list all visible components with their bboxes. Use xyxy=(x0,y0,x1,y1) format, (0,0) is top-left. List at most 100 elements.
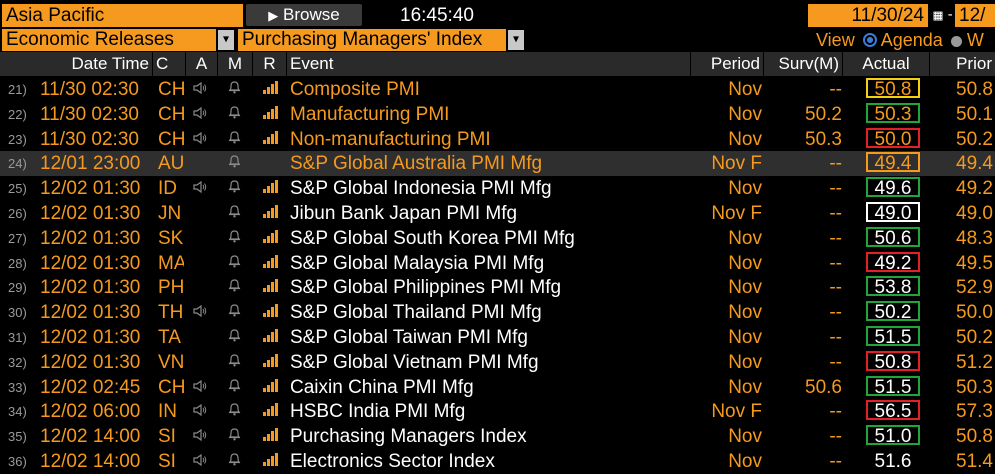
bell-icon[interactable] xyxy=(228,424,244,449)
bell-icon[interactable] xyxy=(228,399,244,424)
speaker-icon[interactable] xyxy=(193,77,209,102)
end-date-field[interactable]: 12/ xyxy=(955,4,995,27)
country-code[interactable]: CH xyxy=(158,103,184,125)
actual-cell: 51.5 xyxy=(860,375,926,400)
event-name[interactable]: S&P Global Philippines PMI Mfg xyxy=(290,277,562,299)
event-name[interactable]: S&P Global Vietnam PMI Mfg xyxy=(290,351,539,373)
browse-button[interactable]: ▶ Browse xyxy=(246,4,362,26)
country-code[interactable]: ID xyxy=(158,178,177,200)
event-name[interactable]: S&P Global Indonesia PMI Mfg xyxy=(290,178,552,200)
country-code[interactable]: SK xyxy=(158,227,184,249)
table-row[interactable]: 29) 12/02 01:30 PH S&P Global Philippines P… xyxy=(0,275,995,300)
bell-icon[interactable] xyxy=(228,201,244,226)
category-dropdown[interactable]: Economic Releases xyxy=(2,29,216,51)
calendar-icon[interactable]: ▦ xyxy=(933,6,943,24)
table-row[interactable]: 30) 12/02 01:30 TH S&P Global Thailand PMI … xyxy=(0,300,995,325)
start-date-field[interactable]: 11/30/24 xyxy=(808,4,928,27)
col-actual[interactable]: Actual xyxy=(843,52,930,76)
col-relevance[interactable]: R xyxy=(253,52,287,76)
bell-icon[interactable] xyxy=(228,449,244,474)
bell-icon[interactable] xyxy=(228,127,244,152)
actual-cell: 51.6 xyxy=(860,449,926,474)
country-code[interactable]: SI xyxy=(158,426,176,448)
country-code[interactable]: TA xyxy=(158,327,181,348)
view-week-label[interactable]: W xyxy=(966,30,984,50)
event-name[interactable]: Purchasing Managers Index xyxy=(290,426,527,448)
speaker-icon[interactable] xyxy=(193,424,209,449)
bell-icon[interactable] xyxy=(228,151,244,176)
col-datetime[interactable]: Date Time xyxy=(0,52,153,76)
table-row[interactable]: 33) 12/02 02:45 CH Caixin China PMI Mfg Nov 5… xyxy=(0,375,995,400)
col-event[interactable]: Event xyxy=(287,52,691,76)
bell-icon[interactable] xyxy=(228,375,244,400)
speaker-icon[interactable] xyxy=(193,300,209,325)
event-name[interactable]: Non-manufacturing PMI xyxy=(290,128,491,150)
table-row[interactable]: 36) 12/02 14:00 SI Electronics Sector Index… xyxy=(0,449,995,474)
speaker-icon[interactable] xyxy=(193,127,209,152)
actual-value: 49.6 xyxy=(866,177,920,199)
event-name[interactable]: S&P Global South Korea PMI Mfg xyxy=(290,227,575,249)
speaker-icon[interactable] xyxy=(193,176,209,201)
indicator-dropdown[interactable]: Purchasing Managers' Index xyxy=(238,29,506,51)
country-code[interactable]: MA xyxy=(158,252,184,274)
table-row[interactable]: 23) 11/30 02:30 CH Non-manufacturing PMI Nov… xyxy=(0,127,995,152)
bell-icon[interactable] xyxy=(228,350,244,375)
table-row[interactable]: 27) 12/02 01:30 SK S&P Global South Korea P… xyxy=(0,226,995,251)
bell-icon[interactable] xyxy=(228,251,244,276)
col-memo[interactable]: M xyxy=(218,52,253,76)
col-country[interactable]: C xyxy=(153,52,186,76)
country-code[interactable]: AU xyxy=(158,153,184,175)
speaker-icon[interactable] xyxy=(193,399,209,424)
event-name[interactable]: Composite PMI xyxy=(290,79,420,100)
speaker-icon[interactable] xyxy=(193,102,209,127)
event-name[interactable]: Caixin China PMI Mfg xyxy=(290,376,474,398)
event-name[interactable]: S&P Global Australia PMI Mfg xyxy=(290,153,543,175)
event-name[interactable]: S&P Global Taiwan PMI Mfg xyxy=(290,327,528,348)
bell-icon[interactable] xyxy=(228,176,244,201)
table-row[interactable]: 22) 11/30 02:30 CH Manufacturing PMI Nov 50.2… xyxy=(0,102,995,127)
relevance-bars-icon xyxy=(262,449,280,474)
country-code[interactable]: JN xyxy=(158,203,182,224)
category-chevron-down-icon[interactable]: ▼ xyxy=(218,30,234,50)
indicator-chevron-down-icon[interactable]: ▼ xyxy=(508,30,524,50)
table-row[interactable]: 26) 12/02 01:30 JN Jibun Bank Japan PMI Mfg… xyxy=(0,201,995,226)
table-row[interactable]: 25) 12/02 01:30 ID S&P Global Indonesia PMI… xyxy=(0,176,995,201)
col-prior[interactable]: Prior xyxy=(956,54,992,73)
event-name[interactable]: Jibun Bank Japan PMI Mfg xyxy=(290,203,518,224)
country-code[interactable]: PH xyxy=(158,277,184,299)
event-name[interactable]: S&P Global Thailand PMI Mfg xyxy=(290,302,542,324)
event-name[interactable]: Manufacturing PMI xyxy=(290,103,450,125)
table-row[interactable]: 28) 12/02 01:30 MA S&P Global Malaysia PMI … xyxy=(0,251,995,276)
col-survey[interactable]: Surv(M) xyxy=(764,52,843,76)
speaker-icon[interactable] xyxy=(193,449,209,474)
bell-icon[interactable] xyxy=(228,226,244,251)
table-row[interactable]: 35) 12/02 14:00 SI Purchasing Managers Inde… xyxy=(0,424,995,449)
bell-icon[interactable] xyxy=(228,325,244,350)
country-code[interactable]: CH xyxy=(158,376,184,398)
bell-icon[interactable] xyxy=(228,77,244,102)
col-period[interactable]: Period xyxy=(691,52,764,76)
bell-icon[interactable] xyxy=(228,102,244,127)
table-row[interactable]: 21) 11/30 02:30 CH Composite PMI Nov -- 50.8 50… xyxy=(0,77,995,102)
region-selector[interactable]: Asia Pacific xyxy=(2,4,243,27)
col-audio[interactable]: A xyxy=(186,52,218,76)
table-row[interactable]: 34) 12/02 06:00 IN HSBC India PMI Mfg Nov F -… xyxy=(0,399,995,424)
table-row[interactable]: 24) 12/01 23:00 AU S&P Global Australia PMI… xyxy=(0,151,995,177)
country-code[interactable]: CH xyxy=(158,128,184,150)
table-row[interactable]: 32) 12/02 01:30 VN S&P Global Vietnam PMI M… xyxy=(0,350,995,375)
table-row[interactable]: 31) 12/02 01:30 TA S&P Global Taiwan PMI Mf… xyxy=(0,325,995,350)
radio-agenda-icon[interactable] xyxy=(862,33,877,47)
event-name[interactable]: Electronics Sector Index xyxy=(290,451,495,472)
bell-icon[interactable] xyxy=(228,275,244,300)
view-agenda-label[interactable]: Agenda xyxy=(880,30,943,50)
speaker-icon[interactable] xyxy=(193,375,209,400)
country-code[interactable]: SI xyxy=(158,451,176,472)
event-name[interactable]: HSBC India PMI Mfg xyxy=(290,401,466,423)
country-code[interactable]: TH xyxy=(158,302,184,324)
country-code[interactable]: CH xyxy=(158,79,184,100)
radio-week-icon[interactable] xyxy=(950,36,962,47)
country-code[interactable]: IN xyxy=(158,401,177,423)
country-code[interactable]: VN xyxy=(158,351,184,373)
event-name[interactable]: S&P Global Malaysia PMI Mfg xyxy=(290,252,545,274)
bell-icon[interactable] xyxy=(228,300,244,325)
